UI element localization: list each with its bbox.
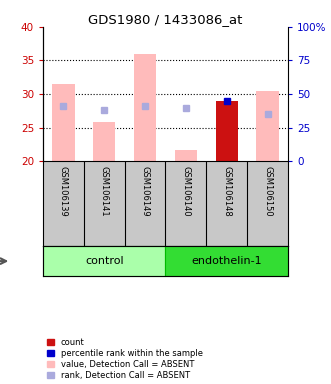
Text: GSM106150: GSM106150: [263, 166, 272, 216]
Text: control: control: [85, 256, 123, 266]
Text: GSM106149: GSM106149: [141, 166, 150, 216]
Bar: [43, 246, 166, 276]
Bar: [52, 84, 75, 161]
Text: endothelin-1: endothelin-1: [191, 256, 262, 266]
Bar: [215, 101, 238, 161]
Bar: [93, 122, 116, 161]
Text: GSM106139: GSM106139: [59, 166, 68, 216]
Text: GSM106141: GSM106141: [100, 166, 109, 216]
Bar: [175, 150, 197, 161]
Legend: count, percentile rank within the sample, value, Detection Call = ABSENT, rank, : count, percentile rank within the sample…: [47, 338, 203, 380]
Text: GSM106140: GSM106140: [181, 166, 190, 216]
Bar: [166, 246, 288, 276]
Bar: [256, 91, 279, 161]
Text: GSM106148: GSM106148: [222, 166, 231, 216]
Bar: [134, 54, 156, 161]
Title: GDS1980 / 1433086_at: GDS1980 / 1433086_at: [88, 13, 243, 26]
